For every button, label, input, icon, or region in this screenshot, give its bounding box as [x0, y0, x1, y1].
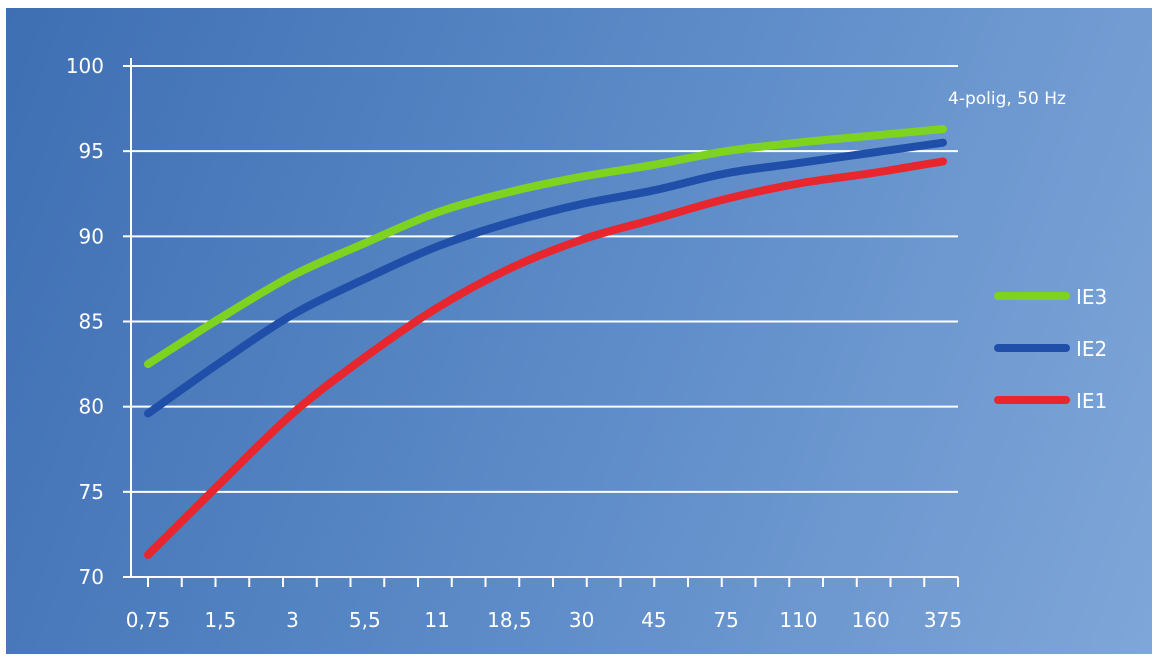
y-tick-label-70: 70: [79, 565, 104, 589]
legend-label-IE3: IE3: [1076, 285, 1107, 309]
x-tick-label-5: 18,5: [487, 608, 532, 632]
legend: IE3 IE2 IE1: [994, 285, 1107, 413]
series-lines: [144, 125, 947, 559]
y-tick-label-90: 90: [79, 224, 104, 248]
y-tick-label-100: 100: [66, 54, 104, 78]
x-tick-label-11: 375: [924, 608, 962, 632]
y-tick-labels: 70 75 80 85 90 95 100: [66, 54, 104, 589]
grid-lines: [131, 65, 958, 493]
y-tick-label-80: 80: [79, 395, 104, 419]
x-tick-label-4: 11: [424, 608, 449, 632]
x-tick-label-10: 160: [852, 608, 890, 632]
x-tick-label-7: 45: [641, 608, 666, 632]
series-line-IE2: [144, 138, 947, 418]
x-tick-label-3: 5,5: [349, 608, 381, 632]
legend-label-IE2: IE2: [1076, 337, 1107, 361]
series-line-IE1: [144, 157, 947, 559]
series-line-IE3: [144, 125, 947, 369]
annotation-label: 4-polig, 50 Hz: [948, 89, 1066, 109]
x-tick-labels: 0,75 1,5 3 5,5 11 18,5 30 45 75 110 160 375: [126, 608, 962, 632]
x-tick-label-2: 3: [286, 608, 299, 632]
x-tick-label-1: 1,5: [204, 608, 236, 632]
y-tick-label-75: 75: [79, 480, 104, 504]
y-tick-label-95: 95: [79, 139, 104, 163]
legend-label-IE1: IE1: [1076, 389, 1107, 413]
y-tick-label-85: 85: [79, 310, 104, 334]
x-tick-label-0: 0,75: [126, 608, 171, 632]
axes: [123, 58, 959, 587]
x-tick-label-8: 75: [713, 608, 738, 632]
x-tick-label-6: 30: [569, 608, 594, 632]
x-tick-label-9: 110: [779, 608, 817, 632]
